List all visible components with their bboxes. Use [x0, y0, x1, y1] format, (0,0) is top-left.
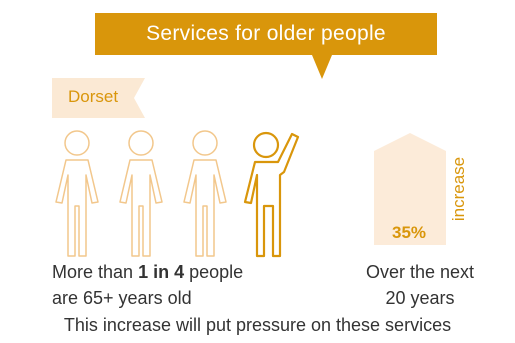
region-label: Dorset	[68, 87, 119, 106]
waving-person-icon	[243, 131, 300, 258]
growth-value: 35%	[392, 223, 427, 242]
footer-note: This increase will put pressure on these…	[63, 315, 452, 335]
people-figures	[48, 130, 308, 258]
growth-caption-line1: Over the next	[365, 262, 475, 282]
growth-caption: Over the next 20 years	[335, 259, 505, 311]
page-title: Services for older people	[146, 22, 386, 45]
title-banner: Services for older people	[95, 13, 437, 55]
growth-word-container: increase	[445, 133, 473, 245]
people-stat-line2: are 65+ years old	[52, 288, 192, 308]
people-stat-highlight: 1 in 4	[138, 262, 185, 282]
person-icon	[119, 130, 163, 257]
people-stat-caption: More than 1 in 4 people are 65+ years ol…	[52, 259, 312, 311]
people-stat-line1: More than 1 in 4 people	[52, 259, 312, 285]
growth-indicator: 35% increase	[374, 133, 482, 245]
region-tag: Dorset	[52, 78, 145, 118]
person-icon	[183, 130, 227, 257]
growth-caption-line2: 20 years	[385, 288, 455, 308]
people-stat-suffix: people	[189, 262, 244, 282]
banner-pointer	[312, 55, 332, 79]
person-icon	[55, 130, 99, 257]
growth-arrow-shape	[374, 133, 446, 245]
people-stat-prefix: More than	[52, 262, 134, 282]
region-tag-shape	[52, 78, 145, 118]
growth-word: increase	[449, 156, 469, 222]
